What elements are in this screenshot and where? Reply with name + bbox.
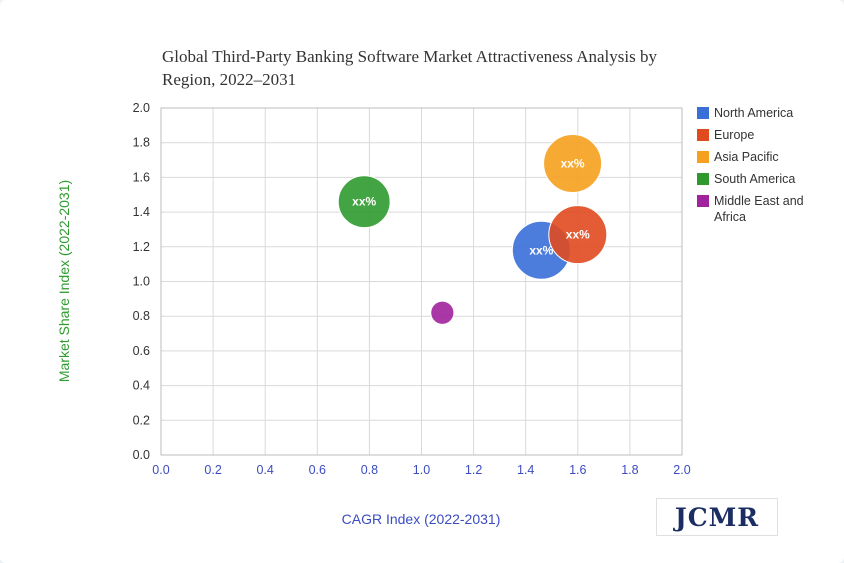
x-tick-label: 0.8 <box>361 463 378 477</box>
bubble-europe <box>548 205 608 265</box>
y-tick-label: 0.8 <box>133 309 150 323</box>
x-tick-label: 1.8 <box>621 463 638 477</box>
bubble-label-asia-pacific: xx% <box>561 157 585 171</box>
legend-item-asia-pacific[interactable]: Asia Pacific <box>697 149 837 165</box>
x-tick-label: 0.6 <box>309 463 326 477</box>
y-tick-label: 0.6 <box>133 344 150 358</box>
legend-swatch <box>697 151 709 163</box>
legend-swatch <box>697 129 709 141</box>
legend-swatch <box>697 195 709 207</box>
legend-label: Asia Pacific <box>714 150 779 164</box>
y-tick-label: 0.4 <box>133 379 150 393</box>
x-tick-label: 1.4 <box>517 463 534 477</box>
x-axis-label: CAGR Index (2022-2031) <box>341 511 501 527</box>
x-tick-label: 0.2 <box>204 463 221 477</box>
legend-item-south-america[interactable]: South America <box>697 171 837 187</box>
legend-label: South America <box>714 172 796 186</box>
legend-item-north-america[interactable]: North America <box>697 105 837 121</box>
bubble-middle-east-and-africa <box>430 300 455 325</box>
y-tick-label: 1.0 <box>133 275 150 289</box>
bubble-south-america <box>337 175 391 229</box>
y-tick-label: 1.2 <box>133 240 150 254</box>
legend-label: Europe <box>714 128 755 142</box>
x-tick-label: 2.0 <box>673 463 690 477</box>
legend-item-middle-east-africa[interactable]: Middle East and Africa <box>697 193 837 225</box>
legend: North America Europe Asia Pacific South … <box>697 105 837 231</box>
y-axis-label: Market Share Index (2022-2031) <box>56 179 72 383</box>
y-tick-label: 1.6 <box>133 170 150 184</box>
y-tick-label: 0.0 <box>133 448 150 462</box>
x-tick-label: 1.0 <box>413 463 430 477</box>
bubble-asia-pacific <box>543 134 603 194</box>
y-tick-label: 1.4 <box>133 205 150 219</box>
bubble-label-north-america: xx% <box>529 243 553 257</box>
legend-swatch <box>697 173 709 185</box>
x-tick-label: 0.0 <box>152 463 169 477</box>
legend-label: North America <box>714 106 794 120</box>
y-tick-label: 2.0 <box>133 101 150 115</box>
x-tick-label: 0.4 <box>257 463 274 477</box>
plot-area-border <box>160 107 683 456</box>
legend-item-europe[interactable]: Europe <box>697 127 837 143</box>
y-tick-label: 0.2 <box>133 413 150 427</box>
legend-label: Middle East and Africa <box>714 194 804 224</box>
x-tick-label: 1.2 <box>465 463 482 477</box>
x-tick-label: 1.6 <box>569 463 586 477</box>
jcmr-logo: JCMR <box>656 498 778 536</box>
bubble-label-europe: xx% <box>566 228 590 242</box>
chart-title: Global Third-Party Banking Software Mark… <box>162 47 657 89</box>
legend-swatch <box>697 107 709 119</box>
bubble-label-south-america: xx% <box>352 195 376 209</box>
y-tick-label: 1.8 <box>133 136 150 150</box>
